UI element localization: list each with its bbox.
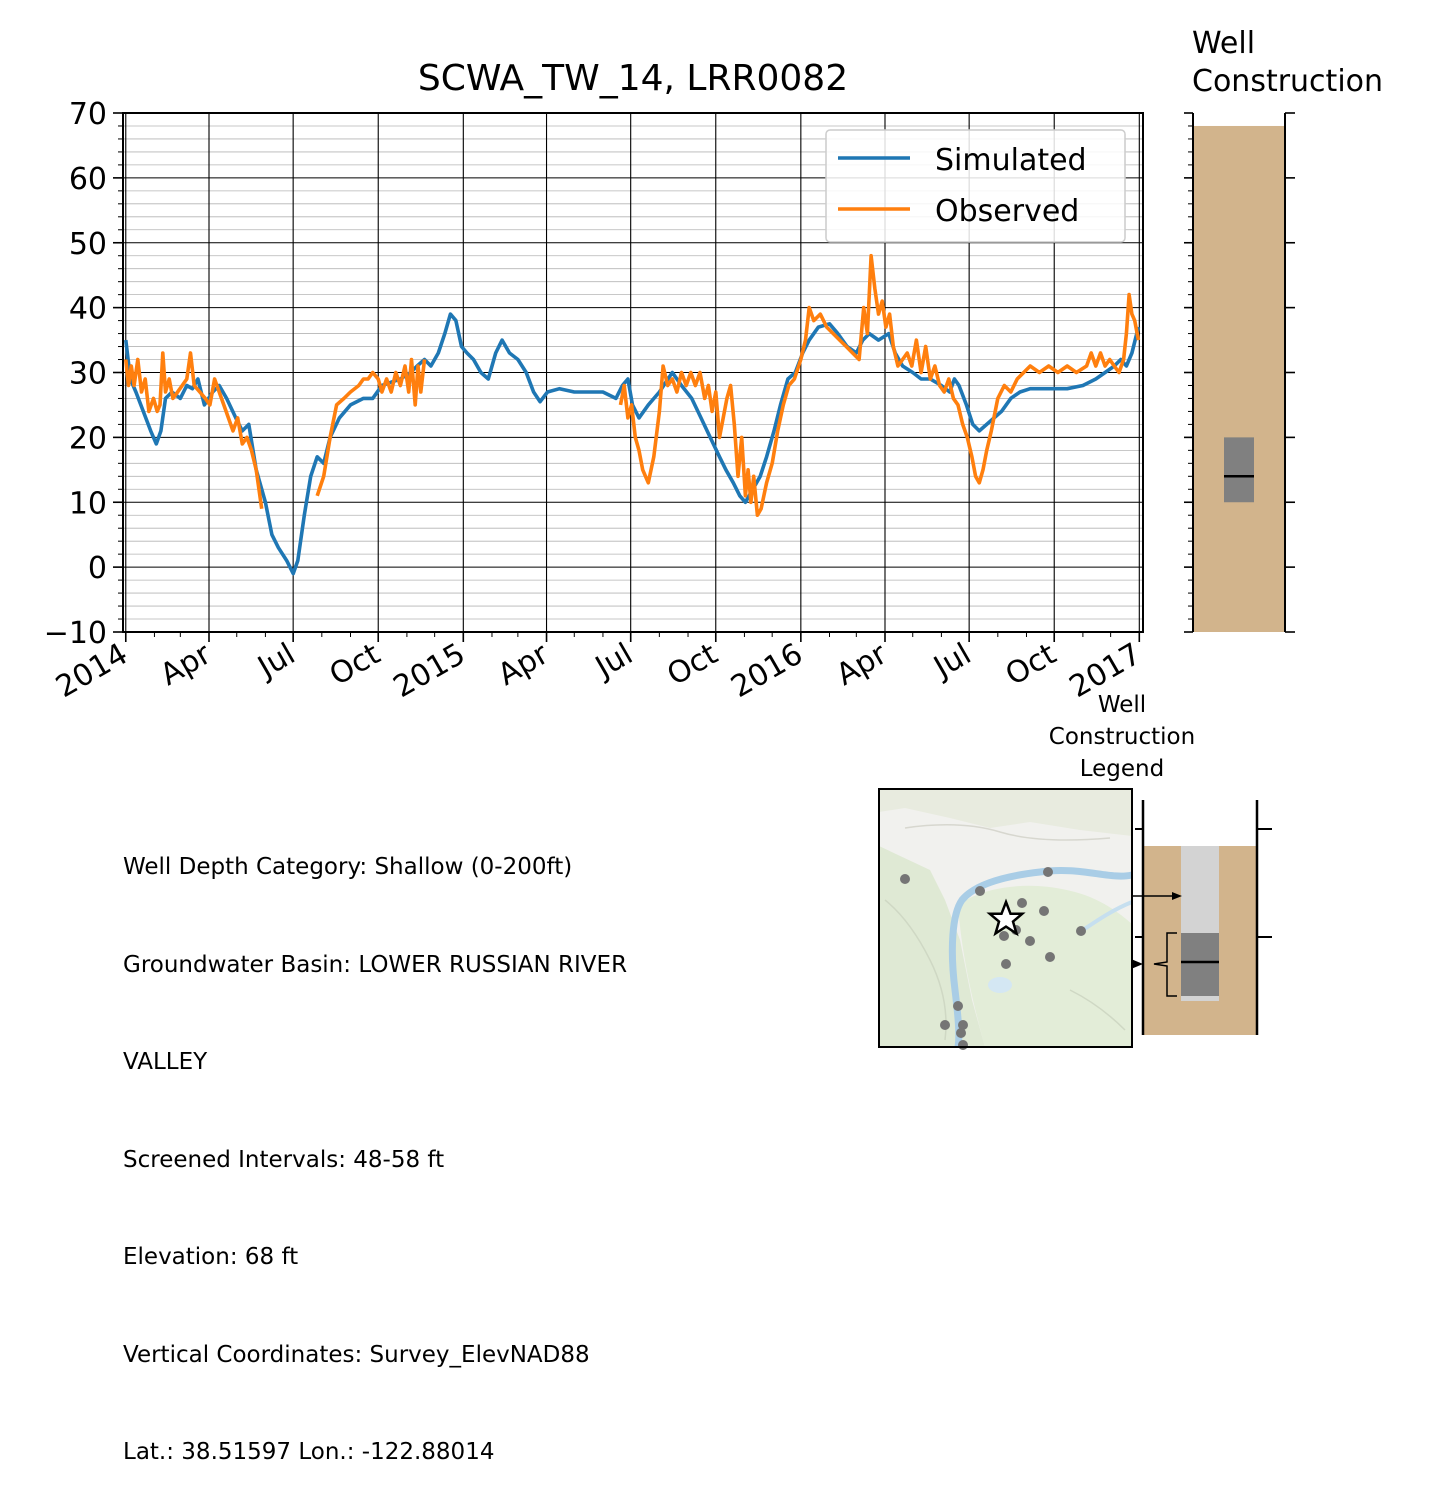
info-basin-line2: VALLEY bbox=[123, 1049, 208, 1075]
chart-title: SCWA_TW_14, LRR0082 bbox=[418, 58, 848, 99]
well-marker bbox=[999, 931, 1009, 941]
x-tick-label: Oct bbox=[324, 637, 387, 693]
well-marker bbox=[1039, 906, 1049, 916]
well-panel-title-line1: Well bbox=[1192, 26, 1255, 61]
well-construction-panel bbox=[1184, 112, 1295, 633]
info-screened-intervals: Screened Intervals: 48-58 ft bbox=[123, 1146, 445, 1173]
y-tick-label: 0 bbox=[88, 551, 107, 586]
legend-casing-symbol bbox=[1181, 846, 1219, 933]
y-tick-label: 30 bbox=[69, 357, 107, 392]
well-marker bbox=[975, 886, 985, 896]
selected-well-star-icon bbox=[986, 898, 1026, 937]
y-tick-label: −10 bbox=[44, 616, 107, 651]
well-marker bbox=[1017, 898, 1027, 908]
well-info-block: Well Depth Category: Shallow (0-200ft) G… bbox=[123, 786, 627, 1501]
well-marker bbox=[1001, 959, 1011, 969]
well-marker bbox=[900, 874, 910, 884]
legend-screen-brace bbox=[1153, 932, 1177, 997]
well-ground-fill bbox=[1193, 125, 1285, 632]
well-marker bbox=[1025, 936, 1035, 946]
well-marker bbox=[940, 1020, 950, 1030]
x-tick-label: Apr bbox=[492, 636, 555, 693]
main-chart-lines bbox=[124, 253, 1141, 576]
info-depth-category: Well Depth Category: Shallow (0-200ft) bbox=[123, 854, 573, 880]
series-simulated-line bbox=[124, 312, 1141, 576]
well-marker bbox=[1045, 952, 1055, 962]
y-tick-label: 20 bbox=[69, 421, 107, 456]
info-elevation: Elevation: 68 ft bbox=[123, 1244, 299, 1270]
well-screen-interval bbox=[1224, 437, 1254, 503]
figure-canvas: SCWA_TW_14, LRR0082 −10 0 10 20 30 40 50 60 70 20… bbox=[44, 26, 1383, 1050]
legend-panel-title-line2: Construction bbox=[1049, 724, 1195, 750]
x-tick-label: 2016 bbox=[725, 637, 809, 705]
well-marker bbox=[953, 1001, 963, 1011]
legend-panel-title-line1: Well bbox=[1098, 692, 1146, 718]
y-tick-label: 10 bbox=[69, 486, 107, 521]
series-observed-line bbox=[618, 253, 1141, 517]
well-marker bbox=[1076, 926, 1086, 936]
x-tick-label: Apr bbox=[831, 636, 894, 693]
well-marker bbox=[958, 1040, 968, 1050]
x-tick-label: Apr bbox=[155, 636, 218, 693]
legend-screen-symbol bbox=[1181, 933, 1219, 996]
legend-screen-arrow-icon bbox=[1131, 959, 1143, 969]
x-tick-label: 2015 bbox=[388, 637, 472, 705]
x-tick-label: Oct bbox=[661, 637, 724, 693]
y-tick-label: 70 bbox=[69, 97, 107, 132]
legend-panel-title-line3: Legend bbox=[1080, 756, 1165, 782]
well-marker bbox=[956, 1028, 966, 1038]
x-tick-label: Jul bbox=[251, 637, 302, 686]
locator-map bbox=[878, 788, 1133, 1050]
x-tick-label: Jul bbox=[588, 637, 639, 686]
series-observed-line bbox=[124, 351, 264, 509]
y-tick-label: 40 bbox=[69, 292, 107, 327]
info-vertical-coordinates: Vertical Coordinates: Survey_ElevNAD88 bbox=[123, 1341, 590, 1368]
well-marker bbox=[1043, 867, 1053, 877]
info-basin-line1: Groundwater Basin: LOWER RUSSIAN RIVER bbox=[123, 951, 628, 978]
legend-simulated-label: Simulated bbox=[935, 143, 1087, 178]
y-tick-label: 60 bbox=[69, 162, 107, 197]
x-tick-label: Jul bbox=[927, 637, 978, 686]
info-lat-lon: Lat.: 38.51597 Lon.: -122.88014 bbox=[123, 1439, 495, 1465]
well-marker bbox=[958, 1020, 968, 1030]
legend-observed-label: Observed bbox=[935, 194, 1079, 229]
well-panel-title-line2: Construction bbox=[1192, 64, 1383, 99]
series-observed-line bbox=[315, 357, 427, 497]
x-tick-label: Oct bbox=[1000, 637, 1063, 693]
chart-legend: Simulated Observed bbox=[825, 129, 1126, 243]
y-tick-label: 50 bbox=[69, 227, 107, 262]
well-construction-legend: Well Construction Legend bbox=[1049, 692, 1272, 1035]
